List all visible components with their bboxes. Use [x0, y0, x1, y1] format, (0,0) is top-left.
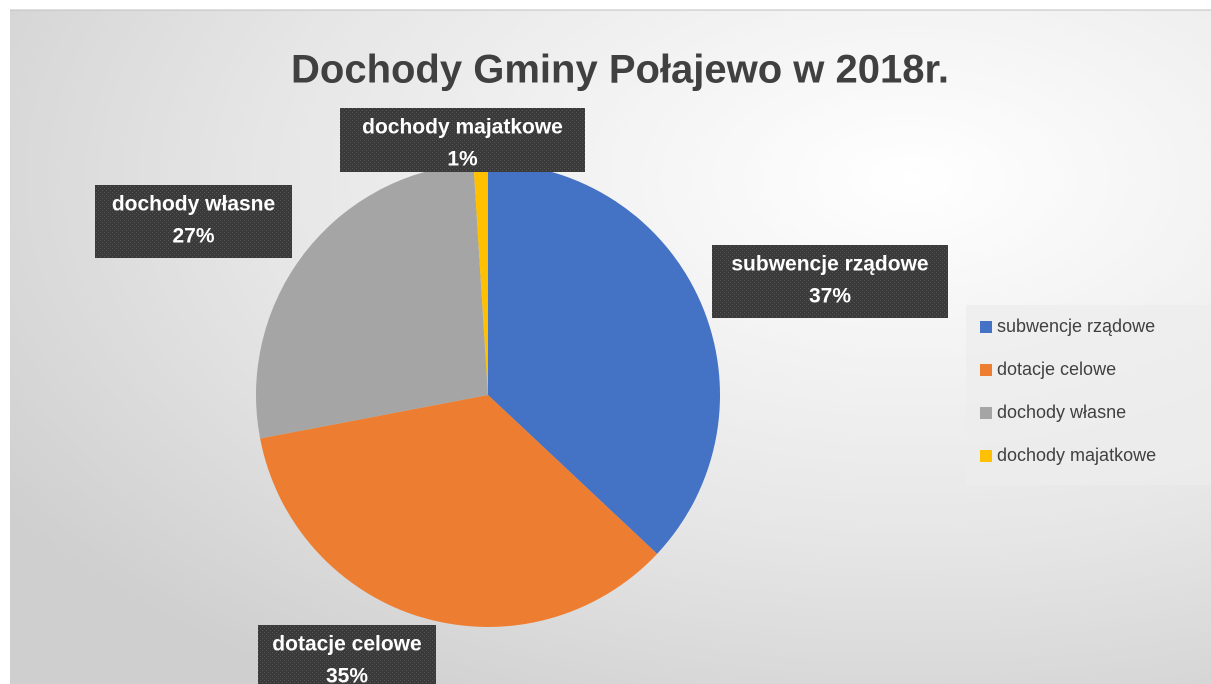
chart-title: Dochody Gminy Połajewo w 2018r.: [291, 48, 949, 92]
pie-slice: [255, 163, 488, 439]
data-label-box: [712, 245, 948, 318]
legend-label: subwencje rządowe: [997, 316, 1155, 336]
pie-slice: [473, 163, 488, 395]
legend-label: dotacje celowe: [997, 359, 1116, 379]
data-label-value: 27%: [172, 225, 214, 248]
data-label-name: dotacje celowe: [272, 633, 421, 656]
data-label-name: dochody własne: [112, 193, 275, 216]
pie-slice: [260, 395, 658, 627]
data-label-box: [95, 185, 292, 258]
legend-swatch: [980, 450, 992, 462]
legend-swatch: [980, 321, 992, 333]
data-label-name: dochody majatkowe: [362, 116, 563, 139]
data-label-box: [258, 625, 436, 684]
legend: [966, 305, 1211, 485]
data-label-value: 35%: [326, 665, 368, 684]
legend-label: dochody majatkowe: [997, 445, 1156, 465]
pie-slice: [488, 163, 721, 554]
data-label-name: subwencje rządowe: [731, 253, 928, 276]
legend-label: dochody własne: [997, 402, 1126, 422]
legend-swatch: [980, 407, 992, 419]
legend-swatch: [980, 364, 992, 376]
data-label-value: 1%: [447, 148, 478, 171]
data-label-box: [340, 108, 585, 172]
data-label-value: 37%: [809, 285, 851, 308]
